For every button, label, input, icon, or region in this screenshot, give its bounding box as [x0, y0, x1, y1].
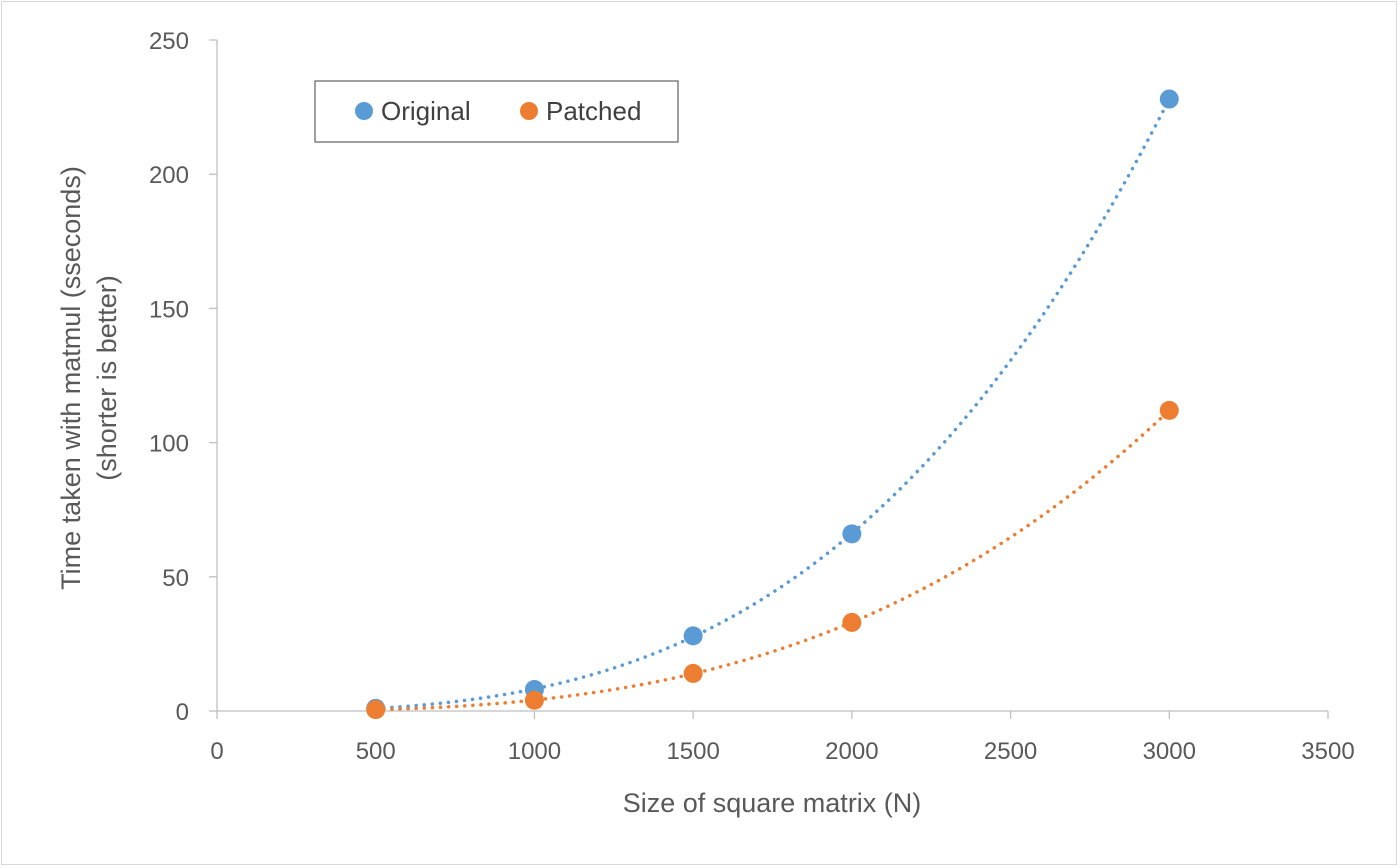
x-tick-label: 2000: [825, 738, 878, 765]
data-point-original: [1159, 89, 1179, 109]
x-tick-label: 500: [356, 738, 396, 765]
legend-box: [314, 80, 679, 143]
data-point-original: [842, 524, 862, 544]
x-axis-title: Size of square matrix (N): [623, 788, 922, 818]
data-point-patched: [683, 663, 703, 683]
trendline-patched: [373, 408, 1172, 712]
x-tick-label: 0: [210, 738, 223, 765]
y-tick-label: 250: [149, 28, 189, 55]
data-point-original: [683, 626, 703, 646]
y-tick-label: 150: [149, 296, 189, 323]
trendlines: [373, 97, 1172, 712]
data-point-patched: [842, 612, 862, 632]
data-points: [366, 89, 1179, 720]
data-point-patched: [366, 700, 386, 720]
y-axis-title-line-2: (shorter is better): [92, 275, 122, 481]
x-tick-label: 3500: [1301, 738, 1354, 765]
x-tick-label: 1500: [666, 738, 719, 765]
y-tick-label: 100: [149, 431, 189, 458]
legend-label-original: Original: [381, 96, 471, 126]
x-tick-label: 1000: [508, 738, 561, 765]
legend-marker-original: [355, 102, 373, 120]
legend-marker-patched: [520, 102, 538, 120]
trendline-original: [373, 97, 1172, 711]
y-tick-label: 0: [176, 699, 189, 726]
x-tick-label: 2500: [984, 738, 1037, 765]
y-axis-title-line-1: Time taken with matmul (sseconds): [56, 166, 86, 590]
legend: Original Patched: [314, 80, 679, 143]
x-tick-label: 3000: [1143, 738, 1196, 765]
y-tick-label: 50: [162, 565, 189, 592]
legend-label-patched: Patched: [546, 96, 641, 126]
data-point-patched: [1159, 400, 1179, 420]
y-tick-label: 200: [149, 162, 189, 189]
data-point-patched: [524, 690, 544, 710]
